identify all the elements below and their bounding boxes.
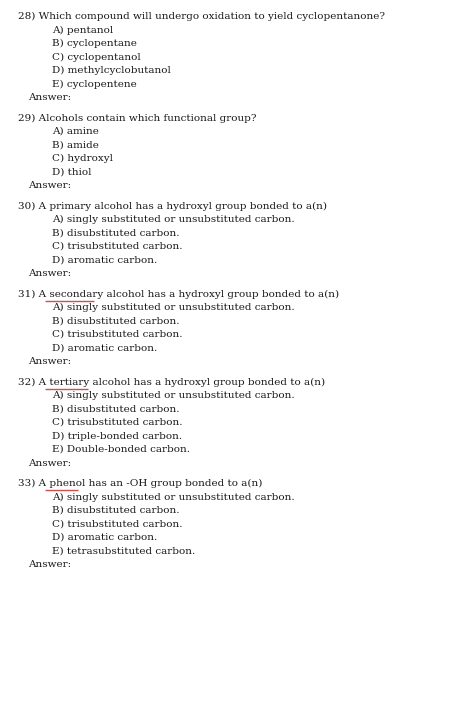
Text: A) singly substituted or unsubstituted carbon.: A) singly substituted or unsubstituted c… — [52, 215, 295, 224]
Text: E) Double-bonded carbon.: E) Double-bonded carbon. — [52, 445, 190, 454]
Text: D) aromatic carbon.: D) aromatic carbon. — [52, 255, 157, 265]
Text: Answer:: Answer: — [28, 357, 71, 366]
Text: Answer:: Answer: — [28, 560, 71, 569]
Text: Answer:: Answer: — [28, 269, 71, 278]
Text: C) trisubstituted carbon.: C) trisubstituted carbon. — [52, 418, 182, 427]
Text: A) amine: A) amine — [52, 127, 99, 136]
Text: C) trisubstituted carbon.: C) trisubstituted carbon. — [52, 330, 182, 339]
Text: A) singly substituted or unsubstituted carbon.: A) singly substituted or unsubstituted c… — [52, 391, 295, 400]
Text: E) tetrasubstituted carbon.: E) tetrasubstituted carbon. — [52, 547, 195, 555]
Text: B) cyclopentane: B) cyclopentane — [52, 39, 137, 48]
Text: D) triple-bonded carbon.: D) triple-bonded carbon. — [52, 432, 182, 441]
Text: 33) A phenol has an -OH group bonded to a(n): 33) A phenol has an -OH group bonded to … — [18, 479, 263, 488]
Text: C) cyclopentanol: C) cyclopentanol — [52, 52, 141, 62]
Text: B) disubstituted carbon.: B) disubstituted carbon. — [52, 506, 180, 515]
Text: D) aromatic carbon.: D) aromatic carbon. — [52, 533, 157, 542]
Text: B) disubstituted carbon.: B) disubstituted carbon. — [52, 316, 180, 326]
Text: Answer:: Answer: — [28, 459, 71, 467]
Text: 28) Which compound will undergo oxidation to yield cyclopentanone?: 28) Which compound will undergo oxidatio… — [18, 12, 385, 21]
Text: D) thiol: D) thiol — [52, 167, 91, 177]
Text: 30) A primary alcohol has a hydroxyl group bonded to a(n): 30) A primary alcohol has a hydroxyl gro… — [18, 201, 327, 211]
Text: B) amide: B) amide — [52, 140, 99, 150]
Text: A) pentanol: A) pentanol — [52, 25, 113, 35]
Text: Answer:: Answer: — [28, 93, 71, 102]
Text: B) disubstituted carbon.: B) disubstituted carbon. — [52, 404, 180, 414]
Text: A) singly substituted or unsubstituted carbon.: A) singly substituted or unsubstituted c… — [52, 492, 295, 502]
Text: 29) Alcohols contain which functional group?: 29) Alcohols contain which functional gr… — [18, 113, 257, 123]
Text: Answer:: Answer: — [28, 181, 71, 190]
Text: C) hydroxyl: C) hydroxyl — [52, 154, 113, 163]
Text: A) singly substituted or unsubstituted carbon.: A) singly substituted or unsubstituted c… — [52, 303, 295, 312]
Text: D) methylcyclobutanol: D) methylcyclobutanol — [52, 66, 171, 75]
Text: C) trisubstituted carbon.: C) trisubstituted carbon. — [52, 520, 182, 529]
Text: E) cyclopentene: E) cyclopentene — [52, 79, 137, 89]
Text: C) trisubstituted carbon.: C) trisubstituted carbon. — [52, 242, 182, 251]
Text: 32) A tertiary alcohol has a hydroxyl group bonded to a(n): 32) A tertiary alcohol has a hydroxyl gr… — [18, 377, 325, 387]
Text: 31) A secondary alcohol has a hydroxyl group bonded to a(n): 31) A secondary alcohol has a hydroxyl g… — [18, 289, 339, 299]
Text: D) aromatic carbon.: D) aromatic carbon. — [52, 343, 157, 353]
Text: B) disubstituted carbon.: B) disubstituted carbon. — [52, 228, 180, 238]
